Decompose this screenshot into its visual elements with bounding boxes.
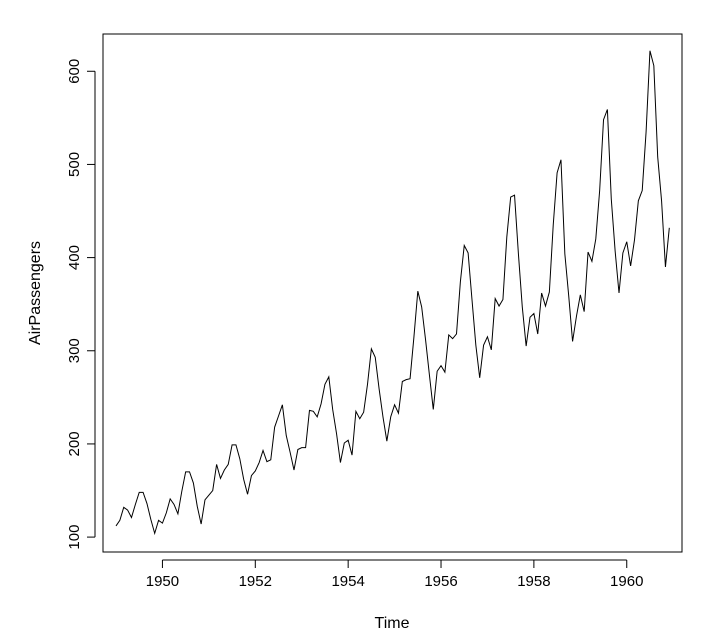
- series-line: [115, 50, 670, 536]
- x-axis: 1950 1952 1954 1956 1958 1960: [146, 559, 643, 590]
- y-tick-label: 300: [66, 338, 83, 363]
- y-axis-title: AirPassengers: [27, 241, 44, 345]
- y-tick-label: 200: [66, 431, 83, 456]
- x-axis-title: Time: [375, 615, 410, 632]
- x-tick-label: 1950: [146, 573, 179, 590]
- x-tick-label: 1954: [331, 573, 364, 590]
- y-tick-label: 600: [66, 59, 83, 84]
- x-tick-label: 1958: [517, 573, 550, 590]
- y-tick-label: 500: [66, 152, 83, 177]
- y-axis: 100 200 300 400 500 600: [66, 59, 96, 550]
- x-tick-label: 1956: [424, 573, 457, 590]
- x-tick-label: 1960: [610, 573, 643, 590]
- y-tick-label: 100: [66, 525, 83, 550]
- plot-frame: [102, 33, 683, 553]
- y-tick-label: 400: [66, 245, 83, 270]
- x-tick-label: 1952: [239, 573, 272, 590]
